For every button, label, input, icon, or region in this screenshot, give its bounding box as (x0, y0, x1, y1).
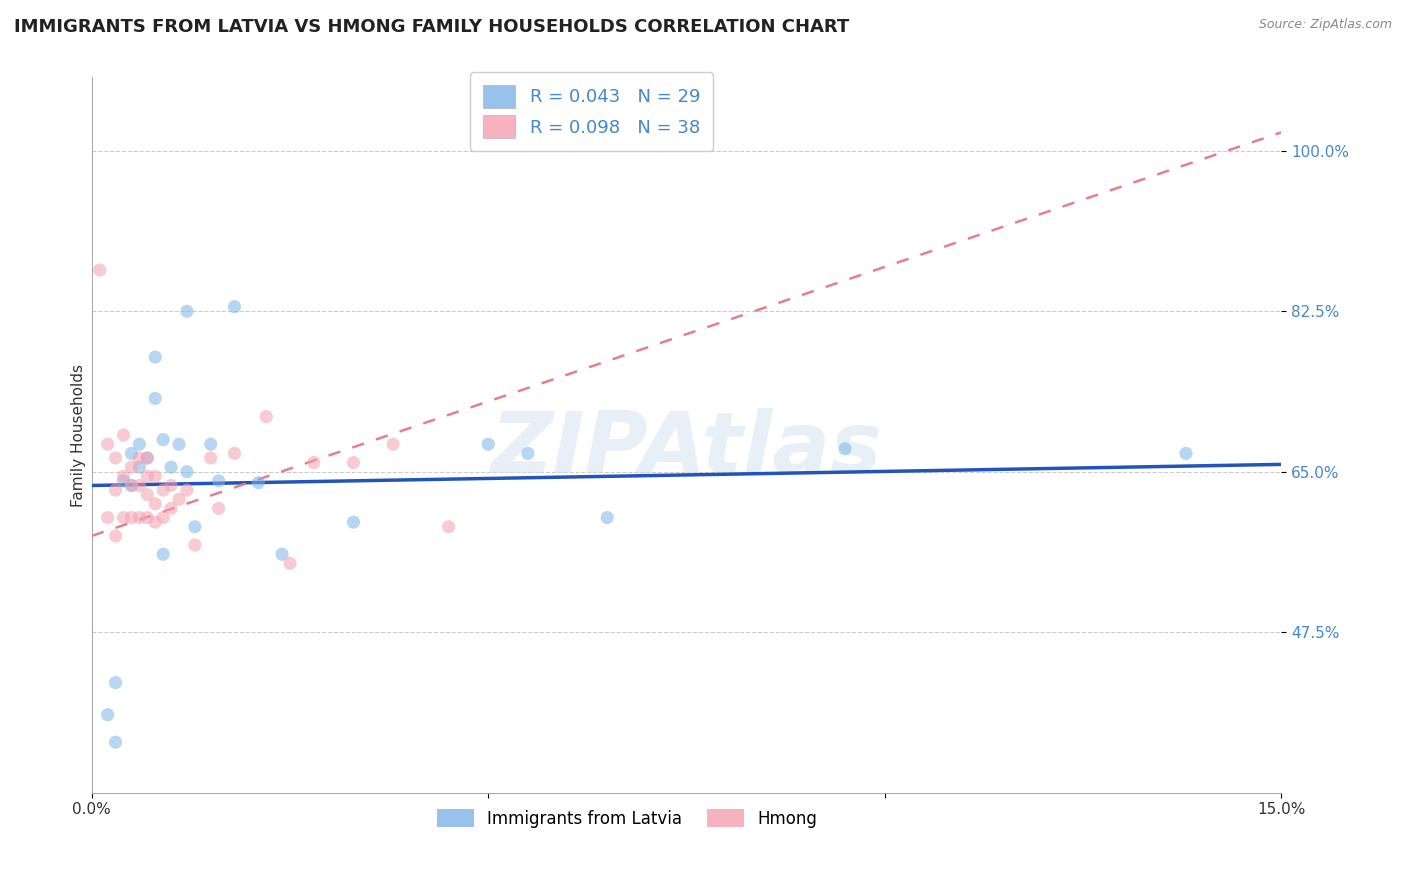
Point (143, 392, 166, 406)
Point (97, 437, 120, 451)
Point (596, 510, 619, 524)
Point (143, 515, 166, 529)
Point (120, 478, 142, 492)
Point (143, 469, 166, 483)
Text: Source: ZipAtlas.com: Source: ZipAtlas.com (1258, 18, 1392, 31)
Point (97, 510, 120, 524)
Point (160, 460, 183, 475)
Point (477, 437, 499, 451)
Point (152, 483, 174, 497)
Point (1174, 446, 1197, 460)
Point (112, 428, 135, 442)
Point (104, 675, 127, 690)
Point (128, 478, 150, 492)
Point (120, 510, 142, 524)
Point (136, 469, 159, 483)
Point (136, 450, 159, 465)
Point (176, 304, 198, 318)
Text: IMMIGRANTS FROM LATVIA VS HMONG FAMILY HOUSEHOLDS CORRELATION CHART: IMMIGRANTS FROM LATVIA VS HMONG FAMILY H… (14, 18, 849, 36)
Point (128, 437, 150, 451)
Point (104, 450, 127, 465)
Point (143, 497, 166, 511)
Point (89, 263, 111, 277)
Point (128, 460, 150, 475)
Point (278, 557, 301, 571)
Point (143, 350, 166, 364)
Point (200, 450, 222, 465)
Point (128, 510, 150, 524)
Point (160, 501, 183, 516)
Point (834, 442, 856, 456)
Point (176, 483, 198, 497)
Point (224, 300, 246, 314)
Point (136, 510, 159, 524)
Point (516, 446, 538, 460)
Point (112, 469, 135, 483)
Point (112, 474, 135, 488)
Point (224, 446, 246, 460)
Legend: Immigrants from Latvia, Hmong: Immigrants from Latvia, Hmong (430, 803, 824, 834)
Point (120, 446, 142, 460)
Y-axis label: Family Households: Family Households (72, 364, 86, 507)
Point (136, 488, 159, 502)
Point (167, 492, 190, 507)
Point (254, 409, 277, 424)
Point (167, 437, 190, 451)
Point (136, 450, 159, 465)
Point (184, 520, 207, 534)
Point (104, 735, 127, 749)
Text: ZIPAtlas: ZIPAtlas (491, 408, 882, 491)
Point (120, 460, 142, 475)
Point (152, 547, 174, 561)
Point (342, 515, 364, 529)
Point (176, 465, 198, 479)
Point (104, 529, 127, 543)
Point (120, 478, 142, 492)
Point (208, 501, 231, 516)
Point (382, 437, 405, 451)
Point (112, 510, 135, 524)
Point (97, 707, 120, 722)
Point (247, 475, 270, 490)
Point (200, 437, 222, 451)
Point (342, 456, 364, 470)
Point (271, 547, 294, 561)
Point (302, 456, 325, 470)
Point (104, 483, 127, 497)
Point (152, 510, 174, 524)
Point (152, 433, 174, 447)
Point (184, 538, 207, 552)
Point (160, 478, 183, 492)
Point (208, 474, 231, 488)
Point (437, 520, 460, 534)
Point (128, 450, 150, 465)
